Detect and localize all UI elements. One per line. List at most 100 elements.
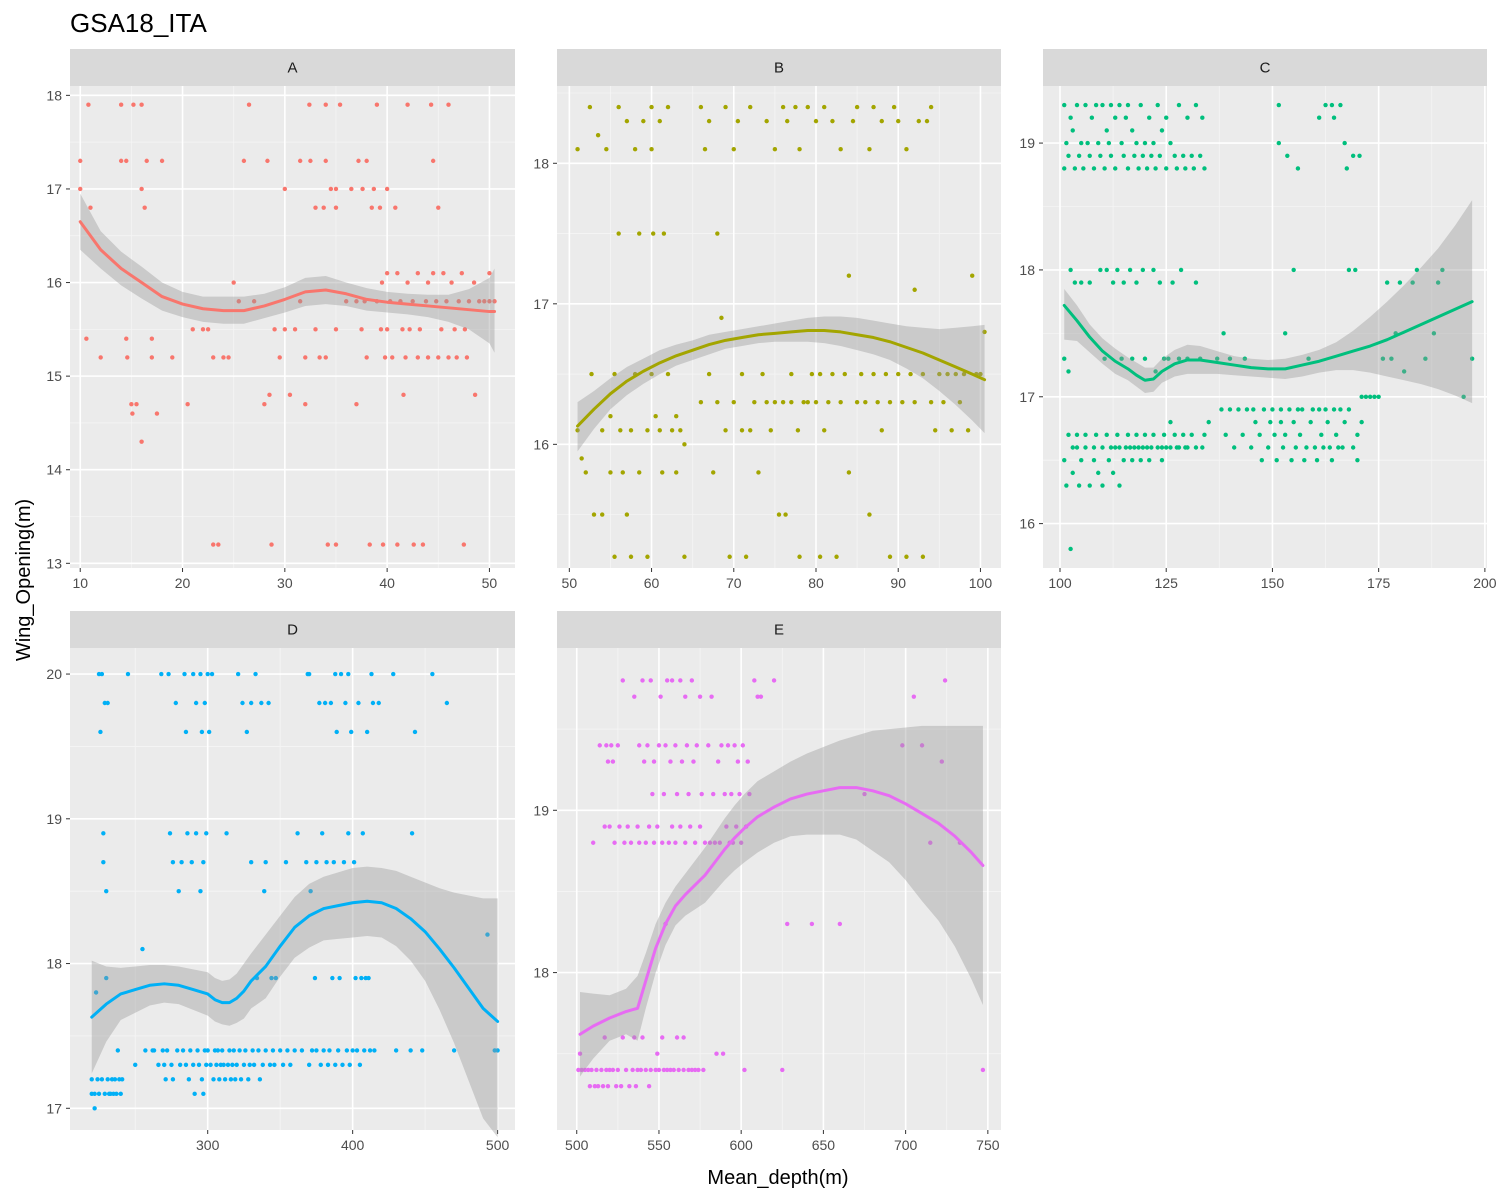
data-point <box>635 824 640 829</box>
data-point <box>269 975 274 981</box>
data-point <box>1357 153 1362 158</box>
data-point <box>338 671 344 677</box>
data-point <box>1113 445 1118 450</box>
data-point <box>378 327 384 332</box>
data-point <box>227 1048 232 1053</box>
data-point <box>734 824 739 829</box>
data-point <box>1087 153 1092 158</box>
data-point <box>1185 115 1190 120</box>
data-point <box>1291 419 1296 425</box>
data-point <box>941 399 946 405</box>
data-point <box>679 759 685 764</box>
data-point <box>676 1067 681 1073</box>
data-point <box>344 299 349 304</box>
data-point <box>1087 280 1092 285</box>
data-point <box>658 694 663 699</box>
data-point <box>350 1048 355 1053</box>
data-point <box>1142 140 1148 146</box>
data-point <box>164 1048 170 1053</box>
data-point <box>101 831 106 836</box>
data-point <box>1202 432 1207 438</box>
data-point <box>630 1067 635 1073</box>
data-point <box>1083 432 1088 438</box>
y-tick-label: 19 <box>1019 135 1035 151</box>
data-point <box>328 700 334 706</box>
smooth-line-c <box>1062 300 1474 382</box>
data-point <box>752 678 757 683</box>
data-point <box>813 118 819 124</box>
y-tick-label: 13 <box>46 555 62 571</box>
data-point <box>646 824 652 829</box>
data-point <box>1142 356 1148 361</box>
data-point <box>724 824 729 829</box>
strip-label-d: D <box>287 622 298 639</box>
data-point <box>205 1048 210 1053</box>
x-tick-label: 50 <box>562 575 578 591</box>
data-point <box>723 428 728 433</box>
data-point <box>405 280 410 285</box>
data-point <box>492 299 497 304</box>
data-point <box>304 860 309 865</box>
data-point <box>200 327 206 332</box>
data-point <box>789 371 794 377</box>
data-point <box>322 700 328 706</box>
data-point <box>472 392 478 398</box>
data-point <box>632 147 638 152</box>
data-point <box>400 327 405 332</box>
data-point <box>430 671 435 677</box>
data-point <box>623 1067 629 1073</box>
data-point <box>1168 445 1173 450</box>
data-point <box>760 371 765 377</box>
data-point <box>372 1048 377 1053</box>
data-point <box>747 791 752 797</box>
data-point <box>88 205 93 210</box>
data-point <box>660 1035 665 1040</box>
data-point <box>928 840 933 845</box>
data-point <box>657 118 662 124</box>
data-point <box>366 975 371 981</box>
data-point <box>1176 102 1182 108</box>
data-point <box>314 860 319 865</box>
data-point <box>166 671 171 677</box>
data-point <box>1087 483 1092 488</box>
data-point <box>1136 445 1141 450</box>
data-point <box>1198 153 1203 158</box>
data-point <box>961 371 967 377</box>
data-point <box>1304 445 1309 450</box>
data-point <box>1072 166 1078 171</box>
data-point <box>1149 445 1154 450</box>
data-point <box>632 694 637 699</box>
data-point <box>587 1083 593 1089</box>
data-point <box>1100 102 1105 108</box>
data-point <box>349 186 354 192</box>
data-point <box>282 186 288 192</box>
data-point <box>656 743 662 748</box>
data-point <box>933 428 938 433</box>
data-point <box>1164 166 1169 171</box>
data-point <box>978 371 983 377</box>
data-point <box>1144 445 1150 450</box>
x-tick-label: 400 <box>341 1137 365 1153</box>
data-point <box>367 542 372 547</box>
confidence-band-b <box>577 316 985 452</box>
data-point <box>1469 356 1475 361</box>
data-point <box>942 678 948 683</box>
data-point <box>86 102 91 107</box>
data-point <box>1093 432 1099 438</box>
data-point <box>1134 140 1139 146</box>
data-point <box>444 299 449 304</box>
data-point <box>755 694 760 699</box>
data-point <box>624 118 630 124</box>
data-point <box>586 1067 591 1073</box>
data-point <box>614 1083 619 1089</box>
data-point <box>376 700 381 706</box>
data-point <box>579 1067 584 1073</box>
y-tick-label: 19 <box>46 811 62 827</box>
data-point <box>464 355 470 360</box>
data-point <box>283 860 289 865</box>
data-point <box>1221 331 1226 336</box>
data-point <box>1176 445 1182 450</box>
data-point <box>900 399 905 405</box>
data-point <box>269 542 274 547</box>
data-point <box>1070 470 1075 476</box>
